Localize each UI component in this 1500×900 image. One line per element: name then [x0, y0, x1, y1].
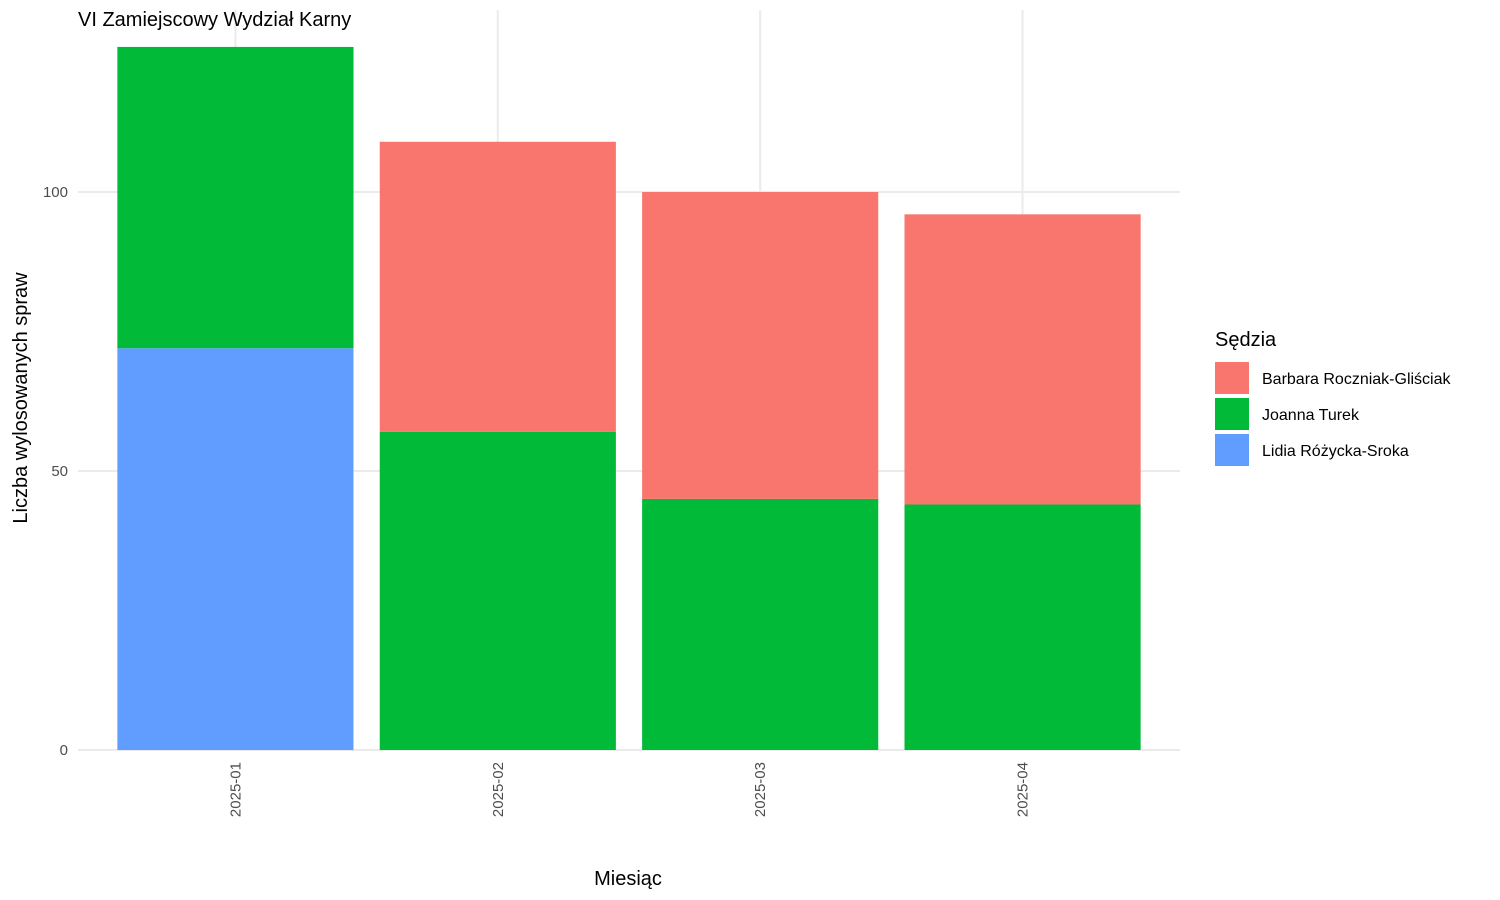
legend-items: Barbara Roczniak-Gliściak Joanna Turek Lid… [1215, 362, 1452, 466]
bar-segment [642, 192, 879, 499]
y-axis-title: Liczba wylosowanych spraw [10, 272, 32, 524]
x-axis-title: Miesiąc [594, 868, 662, 890]
bar-segment [379, 141, 616, 432]
bar-layer [117, 46, 1141, 750]
x-tick-label: 2025-04 [1015, 762, 1032, 817]
x-tick-label: 2025-03 [752, 762, 769, 817]
bar-segment [904, 214, 1141, 505]
bar-segment [117, 348, 354, 750]
chart-title: VI Zamiejscowy Wydział Karny [78, 9, 351, 31]
x-tick-label: 2025-02 [490, 762, 507, 817]
y-tick-label: 0 [60, 742, 68, 759]
bar-segment [904, 504, 1141, 750]
x-tick-label: 2025-01 [227, 762, 244, 817]
y-tick-label: 100 [43, 184, 68, 201]
legend: Sędzia Barbara Roczniak-Gliściak Joanna T… [1215, 329, 1452, 466]
legend-swatch [1215, 434, 1249, 466]
legend-label: Barbara Roczniak-Gliściak [1262, 371, 1452, 388]
legend-title: Sędzia [1215, 329, 1277, 351]
bar-segment [117, 46, 354, 349]
legend-label: Lidia Różycka-Sroka [1262, 443, 1409, 460]
bar-segment [642, 498, 879, 750]
y-tick-label: 50 [51, 463, 68, 480]
bar-segment [379, 431, 616, 750]
legend-swatch [1215, 362, 1249, 394]
tick-layer: 0 50 100 2025-01 2025-02 2025-03 2025-04 [43, 184, 1032, 817]
legend-label: Joanna Turek [1262, 407, 1360, 424]
legend-swatch [1215, 398, 1249, 430]
